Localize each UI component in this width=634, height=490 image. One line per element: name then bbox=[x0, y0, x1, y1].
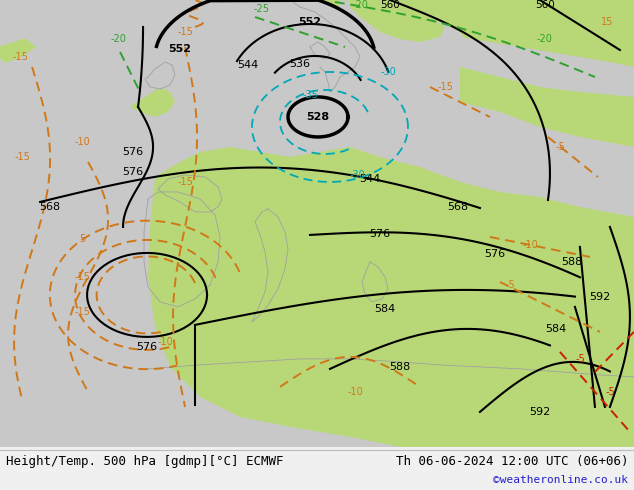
Text: 588: 588 bbox=[561, 257, 583, 267]
Text: -5: -5 bbox=[605, 387, 615, 397]
Text: ©weatheronline.co.uk: ©weatheronline.co.uk bbox=[493, 475, 628, 485]
Text: Height/Temp. 500 hPa [gdmp][°C] ECMWF: Height/Temp. 500 hPa [gdmp][°C] ECMWF bbox=[6, 455, 283, 468]
Text: 584: 584 bbox=[545, 324, 567, 334]
Text: -35: -35 bbox=[302, 90, 318, 100]
Polygon shape bbox=[130, 87, 175, 117]
Text: -20: -20 bbox=[110, 34, 126, 44]
Text: -15: -15 bbox=[14, 152, 30, 162]
Text: -10: -10 bbox=[522, 240, 538, 250]
Text: -30: -30 bbox=[349, 170, 365, 180]
Text: -30: -30 bbox=[380, 67, 396, 77]
Text: -10: -10 bbox=[347, 387, 363, 397]
Text: 576: 576 bbox=[122, 147, 144, 157]
Text: -5: -5 bbox=[575, 354, 585, 364]
Text: -15: -15 bbox=[12, 52, 28, 62]
Polygon shape bbox=[340, 0, 470, 62]
Text: 568: 568 bbox=[39, 202, 61, 212]
Text: 560: 560 bbox=[535, 0, 555, 10]
Text: -25: -25 bbox=[254, 4, 270, 14]
Text: 576: 576 bbox=[484, 249, 505, 259]
Text: -20: -20 bbox=[352, 0, 368, 10]
Polygon shape bbox=[148, 147, 634, 447]
Polygon shape bbox=[0, 17, 50, 47]
Text: 544: 544 bbox=[237, 60, 259, 70]
Text: -5: -5 bbox=[555, 142, 565, 152]
Text: 584: 584 bbox=[374, 304, 396, 314]
Polygon shape bbox=[145, 62, 175, 89]
Text: -15: -15 bbox=[74, 307, 90, 317]
Text: Th 06-06-2024 12:00 UTC (06+06): Th 06-06-2024 12:00 UTC (06+06) bbox=[396, 455, 628, 468]
Polygon shape bbox=[0, 447, 634, 490]
Text: 576: 576 bbox=[136, 342, 158, 352]
Text: 544: 544 bbox=[359, 174, 380, 184]
Text: 592: 592 bbox=[589, 292, 611, 302]
Text: -15: -15 bbox=[437, 82, 453, 92]
Text: -10: -10 bbox=[74, 137, 90, 147]
Text: -15: -15 bbox=[74, 272, 90, 282]
Polygon shape bbox=[0, 0, 634, 447]
Text: -20: -20 bbox=[537, 34, 553, 44]
Polygon shape bbox=[460, 67, 634, 147]
Text: -5: -5 bbox=[505, 280, 515, 290]
Text: 528: 528 bbox=[306, 112, 330, 122]
Text: 560: 560 bbox=[380, 0, 400, 10]
Text: -15: -15 bbox=[177, 177, 193, 187]
Text: 568: 568 bbox=[448, 202, 469, 212]
Polygon shape bbox=[350, 0, 445, 42]
Text: 552: 552 bbox=[299, 17, 321, 27]
Text: 576: 576 bbox=[370, 229, 391, 239]
Text: 552: 552 bbox=[169, 44, 191, 54]
Text: 576: 576 bbox=[122, 167, 144, 177]
Polygon shape bbox=[135, 67, 148, 82]
Text: -10: -10 bbox=[157, 337, 173, 347]
Text: 536: 536 bbox=[290, 59, 311, 69]
Polygon shape bbox=[310, 0, 634, 67]
Text: 5: 5 bbox=[79, 234, 85, 244]
Text: 592: 592 bbox=[529, 407, 550, 417]
Text: 15: 15 bbox=[601, 17, 613, 27]
Text: 588: 588 bbox=[389, 362, 411, 372]
Polygon shape bbox=[0, 39, 35, 62]
Text: -15: -15 bbox=[177, 27, 193, 37]
